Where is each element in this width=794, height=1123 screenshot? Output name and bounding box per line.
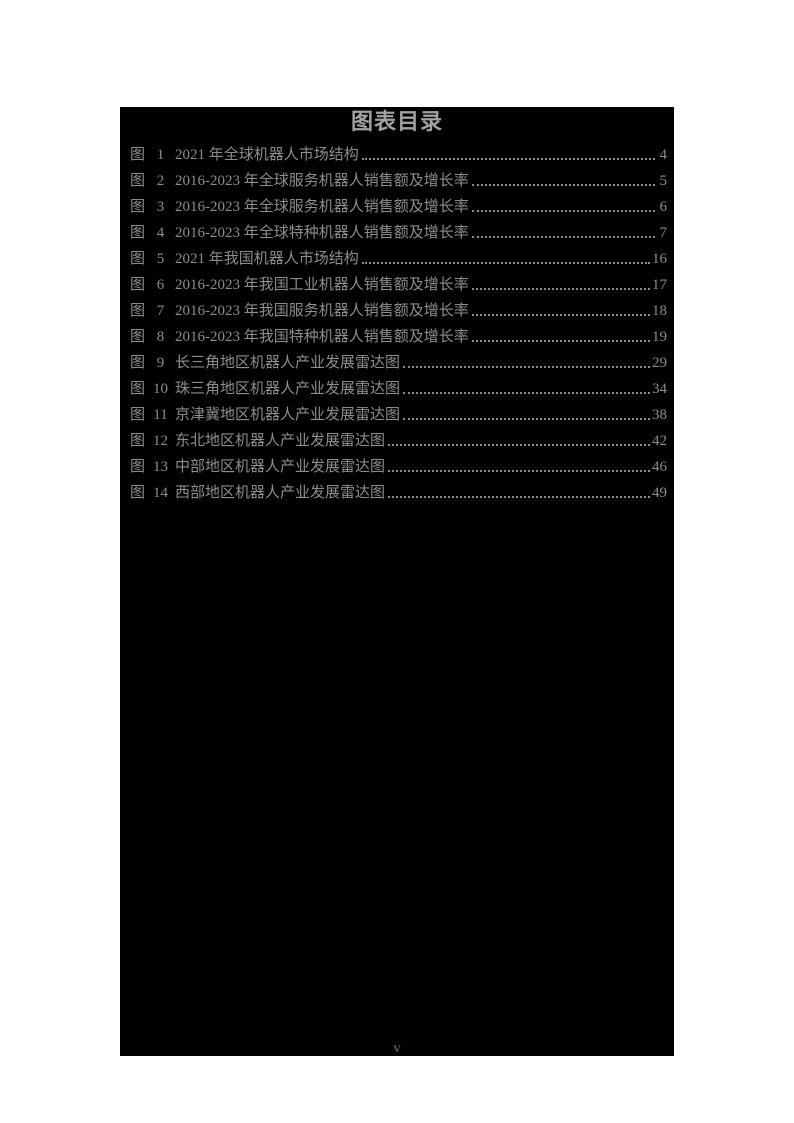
dot-leader	[403, 366, 650, 368]
page-ref: 34	[652, 381, 667, 397]
figure-number: 14	[153, 485, 168, 501]
page-ref: 6	[659, 199, 668, 215]
figure-label: 图	[130, 225, 146, 241]
figure-title: 中部地区机器人产业发展雷达图	[175, 459, 386, 475]
toc-entry[interactable]: 图 1 2021 年全球机器人市场结构 4	[130, 141, 667, 167]
figure-label: 图	[130, 173, 146, 189]
figure-label: 图	[130, 485, 146, 501]
toc-entry-list: 图 1 2021 年全球机器人市场结构 4 图 2 2016-2023 年全球服务机器人销售…	[120, 141, 674, 505]
page-ref: 38	[652, 407, 667, 423]
toc-entry[interactable]: 图 13 中部地区机器人产业发展雷达图 46	[130, 453, 667, 479]
figure-label: 图	[130, 147, 146, 163]
figure-title: 2016-2023 年全球特种机器人销售额及增长率	[175, 225, 469, 241]
page-number: v	[393, 1041, 401, 1056]
dot-leader	[388, 470, 650, 472]
dot-leader	[403, 392, 650, 394]
toc-entry[interactable]: 图 9 长三角地区机器人产业发展雷达图 29	[130, 349, 667, 375]
figure-title: 2016-2023 年我国服务机器人销售额及增长率	[175, 303, 469, 319]
figure-number: 6	[156, 277, 165, 293]
figure-number: 2	[156, 173, 165, 189]
page-ref: 17	[652, 277, 667, 293]
figure-title: 京津冀地区机器人产业发展雷达图	[175, 407, 401, 423]
figure-label: 图	[130, 459, 146, 475]
toc-entry[interactable]: 图 3 2016-2023 年全球服务机器人销售额及增长率 6	[130, 193, 667, 219]
figure-title: 2016-2023 年我国特种机器人销售额及增长率	[175, 329, 469, 345]
page-ref: 5	[659, 173, 668, 189]
page-ref: 4	[659, 147, 668, 163]
page-ref: 16	[652, 251, 667, 267]
figure-number: 13	[153, 459, 168, 475]
toc-entry[interactable]: 图 7 2016-2023 年我国服务机器人销售额及增长率 18	[130, 297, 667, 323]
toc-entry[interactable]: 图 12 东北地区机器人产业发展雷达图 42	[130, 427, 667, 453]
dot-leader	[388, 496, 650, 498]
page-ref: 46	[652, 459, 667, 475]
figure-label: 图	[130, 381, 146, 397]
page-ref: 7	[659, 225, 668, 241]
figure-label: 图	[130, 407, 146, 423]
figures-toc-panel: 图表目录 图 1 2021 年全球机器人市场结构 4 图 2 2016-2023 年全球服务…	[120, 107, 674, 1056]
page-ref: 18	[652, 303, 667, 319]
figure-label: 图	[130, 433, 146, 449]
figure-label: 图	[130, 277, 146, 293]
figure-title: 长三角地区机器人产业发展雷达图	[175, 355, 401, 371]
dot-leader	[403, 418, 650, 420]
dot-leader	[471, 314, 650, 316]
figure-number: 7	[156, 303, 165, 319]
dot-leader	[361, 262, 650, 264]
toc-entry[interactable]: 图 2 2016-2023 年全球服务机器人销售额及增长率 5	[130, 167, 667, 193]
figure-number: 12	[153, 433, 168, 449]
dot-leader	[471, 184, 655, 186]
figure-title: 2021 年全球机器人市场结构	[175, 147, 359, 163]
toc-entry[interactable]: 图 6 2016-2023 年我国工业机器人销售额及增长率 17	[130, 271, 667, 297]
toc-entry[interactable]: 图 14 西部地区机器人产业发展雷达图 49	[130, 479, 667, 505]
figure-number: 5	[156, 251, 165, 267]
figure-title: 2016-2023 年我国工业机器人销售额及增长率	[175, 277, 469, 293]
figure-label: 图	[130, 329, 146, 345]
figure-number: 11	[153, 407, 168, 423]
dot-leader	[471, 288, 650, 290]
page-ref: 42	[652, 433, 667, 449]
figure-number: 1	[156, 147, 165, 163]
figure-label: 图	[130, 303, 146, 319]
figure-number: 10	[153, 381, 168, 397]
figure-title: 东北地区机器人产业发展雷达图	[175, 433, 386, 449]
figure-label: 图	[130, 251, 146, 267]
toc-entry[interactable]: 图 8 2016-2023 年我国特种机器人销售额及增长率 19	[130, 323, 667, 349]
figure-title: 2016-2023 年全球服务机器人销售额及增长率	[175, 173, 469, 189]
dot-leader	[471, 236, 655, 238]
figure-number: 9	[156, 355, 165, 371]
figure-label: 图	[130, 355, 146, 371]
page-title: 图表目录	[350, 109, 443, 134]
dot-leader	[361, 158, 655, 160]
dot-leader	[471, 210, 655, 212]
figure-label: 图	[130, 199, 146, 215]
dot-leader	[471, 340, 650, 342]
figure-number: 8	[156, 329, 165, 345]
dot-leader	[388, 444, 650, 446]
figure-title: 2016-2023 年全球服务机器人销售额及增长率	[175, 199, 469, 215]
page-ref: 29	[652, 355, 667, 371]
toc-entry[interactable]: 图 11 京津冀地区机器人产业发展雷达图 38	[130, 401, 667, 427]
toc-entry[interactable]: 图 5 2021 年我国机器人市场结构 16	[130, 245, 667, 271]
figure-title: 2021 年我国机器人市场结构	[175, 251, 359, 267]
toc-entry[interactable]: 图 4 2016-2023 年全球特种机器人销售额及增长率 7	[130, 219, 667, 245]
toc-entry[interactable]: 图 10 珠三角地区机器人产业发展雷达图 34	[130, 375, 667, 401]
figure-number: 4	[156, 225, 165, 241]
figure-number: 3	[156, 199, 165, 215]
page-ref: 49	[652, 485, 667, 501]
page-ref: 19	[652, 329, 667, 345]
figure-title: 西部地区机器人产业发展雷达图	[175, 485, 386, 501]
figure-title: 珠三角地区机器人产业发展雷达图	[175, 381, 401, 397]
